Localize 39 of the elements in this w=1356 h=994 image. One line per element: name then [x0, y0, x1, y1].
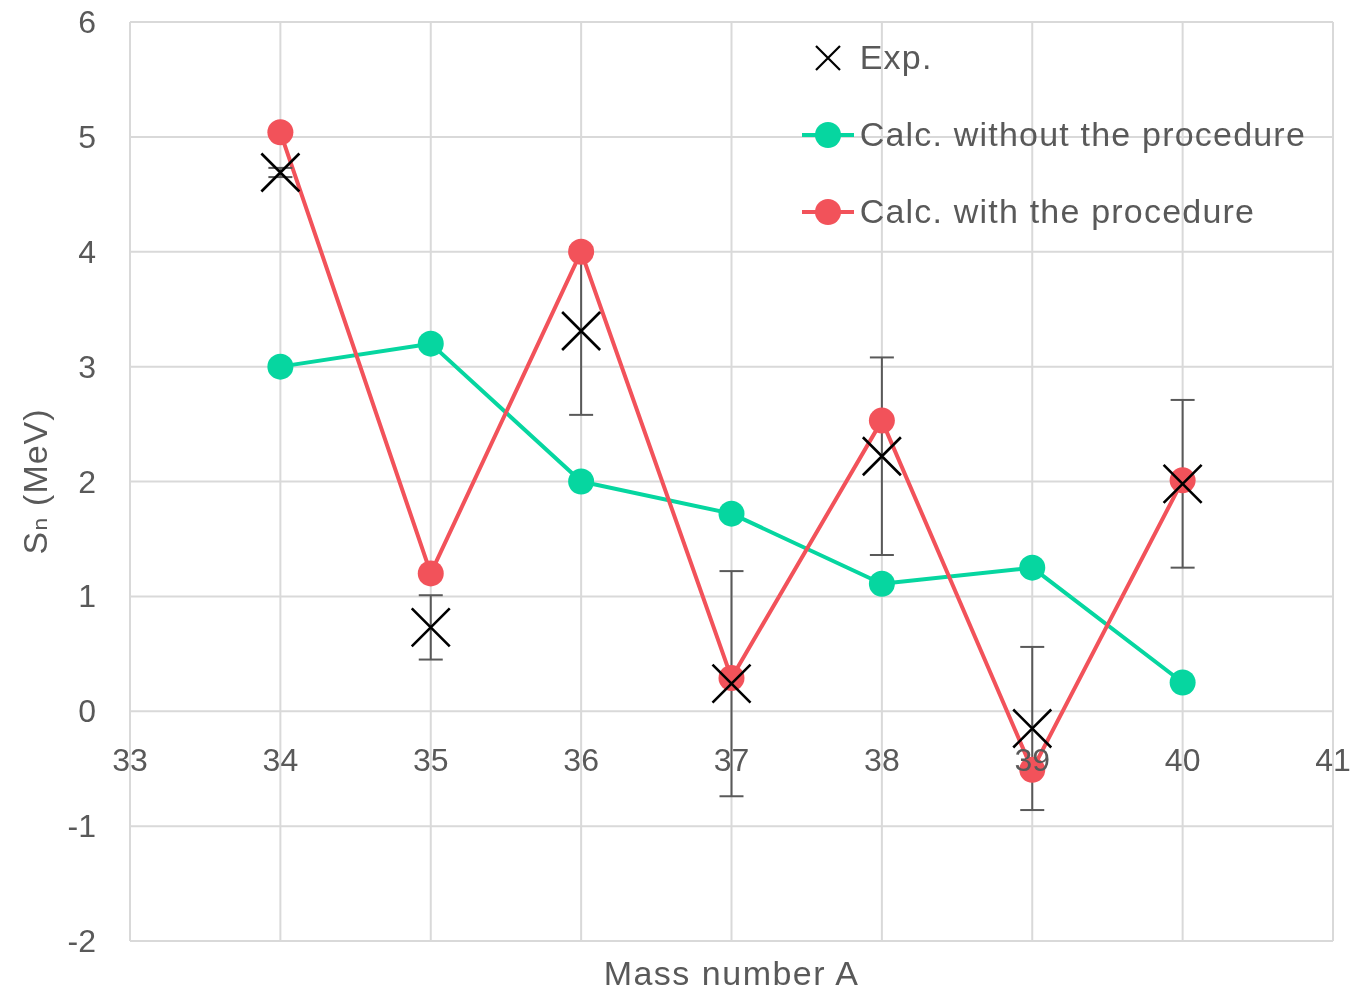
point — [267, 353, 294, 380]
point — [260, 152, 301, 193]
x-tick-label: 38 — [864, 742, 900, 779]
x-tick-label: 41 — [1315, 742, 1351, 779]
point — [1169, 669, 1196, 696]
y-tick-label: 1 — [78, 578, 96, 615]
legend-label: Calc. without the procedure — [859, 115, 1306, 154]
point — [1019, 554, 1046, 581]
point — [560, 310, 602, 352]
x-tick-label: 35 — [412, 742, 449, 779]
y-tick-label: -1 — [67, 808, 96, 845]
x-tick-label: 33 — [112, 742, 148, 779]
y-tick-label: 2 — [78, 463, 96, 500]
point — [568, 238, 595, 265]
point — [711, 663, 752, 704]
point — [1011, 708, 1053, 749]
point — [568, 468, 595, 495]
y-tick-label: 5 — [78, 118, 96, 155]
legend-label: Calc. with the procedure — [859, 192, 1256, 231]
point — [417, 330, 444, 357]
point — [861, 435, 903, 477]
point — [1162, 463, 1203, 505]
x-tick-label: 40 — [1164, 742, 1201, 779]
legend-label: Exp. — [859, 38, 933, 77]
x-axis-title: Mass number A — [603, 954, 860, 992]
y-tick-label: 4 — [78, 233, 96, 270]
y-tick-label: 3 — [78, 348, 96, 385]
y-tick-label: 6 — [78, 4, 96, 40]
x-tick-label: 34 — [262, 742, 299, 779]
x-tick-label: 36 — [563, 742, 599, 779]
point — [868, 570, 895, 597]
point — [718, 500, 745, 527]
point — [410, 607, 452, 648]
y-axis-title: Sₙ (MeV) — [16, 408, 54, 555]
y-tick-label: 0 — [78, 693, 96, 730]
point — [267, 119, 294, 146]
y-tick-label: -2 — [67, 923, 96, 959]
point — [868, 407, 895, 434]
point — [417, 560, 444, 587]
